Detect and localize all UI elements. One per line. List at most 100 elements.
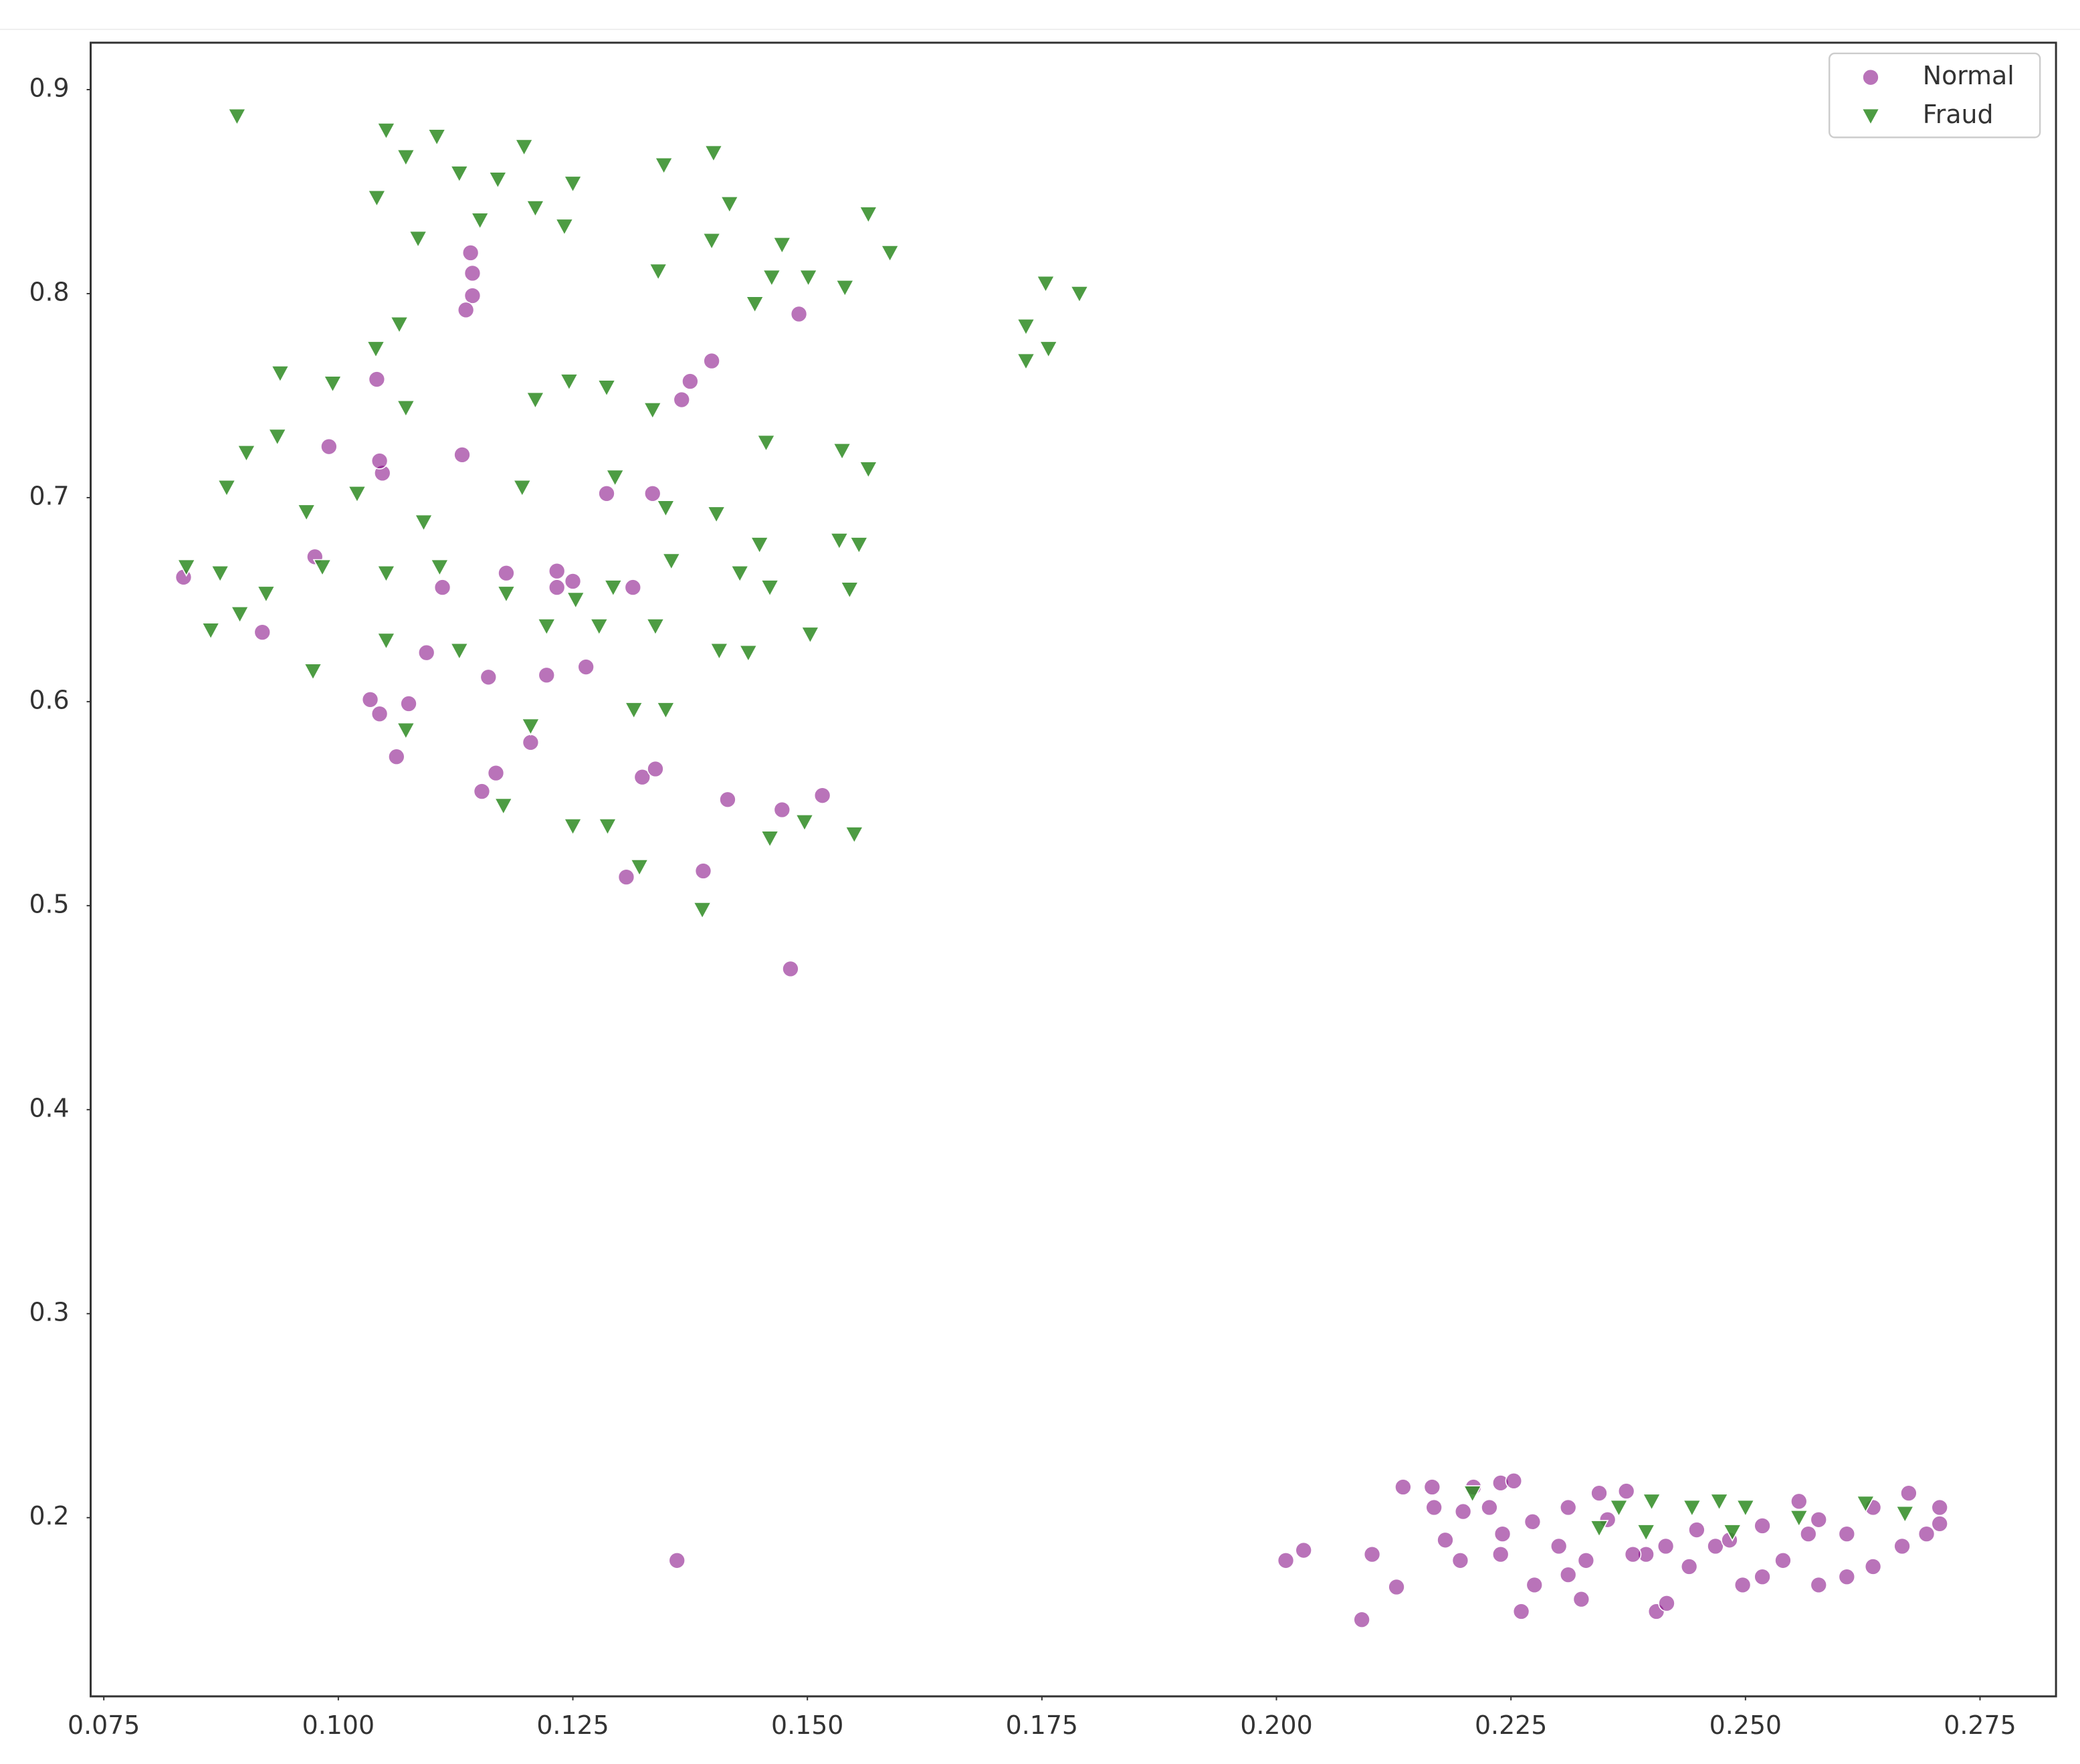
point: [1559, 1566, 1577, 1583]
point: [1893, 1537, 1911, 1555]
point: [1491, 1545, 1510, 1563]
point: [1722, 1524, 1742, 1542]
point: [449, 642, 470, 661]
point: [1931, 1515, 1948, 1533]
point: [1790, 1492, 1808, 1510]
point: [845, 826, 864, 844]
point: [1512, 1603, 1530, 1620]
point: [1709, 1493, 1729, 1511]
point: [598, 485, 615, 502]
point: [1589, 1520, 1609, 1538]
y-tick-label: 0.7: [29, 481, 69, 510]
point: [377, 122, 396, 140]
point: [750, 536, 769, 555]
point: [522, 734, 540, 751]
point: [487, 764, 505, 782]
point: [538, 666, 556, 684]
point: [760, 579, 780, 597]
point: [1437, 1531, 1454, 1549]
point: [1363, 1545, 1381, 1563]
point: [656, 702, 675, 720]
point: [829, 532, 849, 551]
point: [526, 200, 545, 218]
point: [1609, 1499, 1629, 1518]
point: [1838, 1525, 1856, 1543]
point: [564, 573, 582, 590]
point: [1295, 1541, 1312, 1559]
point: [498, 564, 515, 582]
point: [296, 504, 316, 522]
point: [566, 591, 586, 610]
legend-marker: [1861, 108, 1881, 126]
point: [605, 469, 625, 488]
point: [694, 862, 712, 880]
point: [1624, 1545, 1642, 1563]
point: [1900, 1484, 1917, 1502]
point: [859, 461, 878, 479]
point: [656, 500, 675, 518]
point: [253, 623, 272, 641]
point: [371, 705, 389, 722]
point: [603, 579, 623, 597]
point: [396, 149, 416, 167]
point: [1425, 1498, 1443, 1516]
point: [1642, 1493, 1661, 1511]
point: [514, 138, 534, 157]
point: [1688, 1521, 1705, 1539]
point: [702, 232, 722, 251]
point: [1550, 1537, 1568, 1555]
point: [832, 443, 852, 461]
point: [227, 108, 247, 126]
point: [473, 783, 491, 800]
point: [840, 581, 859, 599]
point: [1069, 286, 1089, 304]
point: [1577, 1552, 1595, 1569]
point: [668, 1552, 686, 1569]
point: [1526, 1576, 1544, 1594]
point: [813, 787, 831, 804]
point: [563, 175, 583, 193]
x-tick-label: 0.250: [1709, 1710, 1782, 1740]
point: [661, 553, 682, 571]
point: [347, 486, 367, 504]
point: [367, 189, 387, 208]
legend-box: [1829, 52, 2041, 138]
point: [799, 269, 818, 288]
point: [629, 859, 649, 877]
point: [880, 245, 900, 263]
point: [720, 195, 740, 214]
point: [433, 579, 451, 596]
point: [463, 264, 482, 282]
point: [1657, 1537, 1675, 1555]
point: [494, 797, 514, 816]
point: [1931, 1498, 1948, 1516]
point: [1636, 1524, 1656, 1542]
point: [645, 618, 665, 636]
y-tick-label: 0.4: [29, 1093, 69, 1122]
point: [396, 722, 416, 741]
point: [1463, 1485, 1482, 1503]
point: [210, 565, 230, 583]
point: [760, 830, 780, 848]
point: [682, 373, 699, 390]
point: [303, 663, 323, 681]
point: [617, 868, 635, 886]
point: [430, 559, 449, 577]
point: [1394, 1478, 1412, 1496]
x-tick-label: 0.175: [1006, 1710, 1078, 1740]
point: [1789, 1509, 1809, 1528]
point: [1481, 1498, 1498, 1516]
point: [1277, 1552, 1295, 1569]
point: [1736, 1499, 1756, 1518]
point: [654, 157, 673, 175]
point: [835, 280, 855, 298]
point: [1810, 1576, 1828, 1594]
point: [1493, 1525, 1512, 1543]
point: [559, 373, 579, 391]
point: [710, 642, 729, 661]
point: [323, 375, 342, 393]
point: [526, 391, 545, 410]
point: [598, 818, 617, 836]
point: [738, 644, 758, 663]
point: [268, 428, 287, 447]
